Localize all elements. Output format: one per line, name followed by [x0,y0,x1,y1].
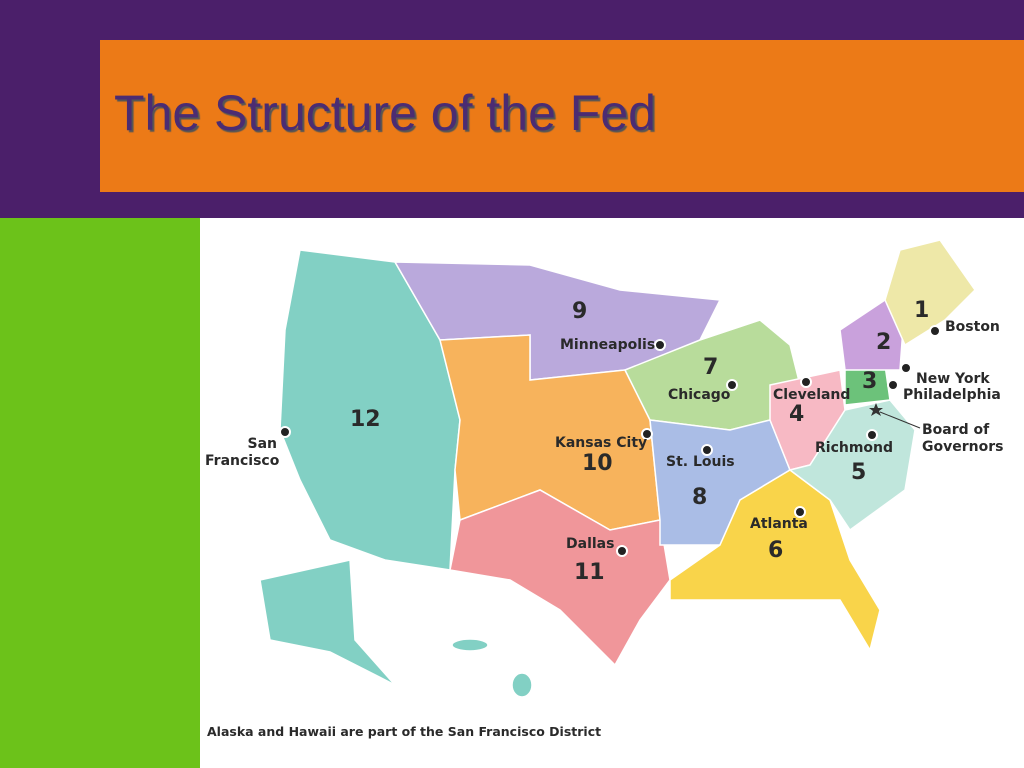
region-6 [669,469,881,652]
city-label: St. Louis [666,454,735,470]
bank-dot [616,545,628,557]
region-5 [788,399,916,532]
board-pointer [879,411,921,429]
district-number: 5 [851,460,867,485]
title-band [100,40,1024,192]
district-number: 2 [876,330,892,355]
region-11 [449,489,671,667]
regions [259,239,976,698]
bank-dot [794,506,806,518]
district-number: 8 [692,485,708,510]
bank-dot [279,426,291,438]
hawaii [511,672,533,698]
district-number: 9 [572,299,588,324]
bank-dot [887,379,899,391]
bank-dot [900,362,912,374]
bank-dot [929,325,941,337]
district-number: 10 [582,451,613,476]
district-number: 4 [789,402,805,427]
slide-title: The Structure of the Fed [114,85,656,141]
city-label: Cleveland [773,387,851,403]
board-label: Board of Governors [922,422,1004,455]
side-bar [0,218,200,768]
city-label: Dallas [566,536,615,552]
city-label: Atlanta [750,516,808,532]
city-label: San Francisco [205,436,280,469]
district-number: 7 [703,355,719,380]
district-number: 11 [574,560,605,585]
board-star [869,403,883,416]
region-1 [884,239,976,347]
city-label: New York [916,371,990,387]
city-label: Chicago [668,387,731,403]
city-label: Philadelphia [903,387,1001,403]
district-number: 12 [350,407,381,432]
city-label: Minneapolis [560,337,656,353]
city-label: Kansas City [555,435,648,451]
district-number: 6 [768,538,784,563]
bank-dot [800,376,812,388]
bank-dot [726,379,738,391]
hawaii [451,638,489,652]
dots [279,325,941,557]
district-number: 3 [862,369,878,394]
bank-dot [866,429,878,441]
city-label: Boston [945,319,1000,335]
city-label: Richmond [815,440,894,456]
bank-dot [654,339,666,351]
bank-dot [701,444,713,456]
district-number: 1 [914,298,930,323]
alaska [259,559,396,686]
caption: Alaska and Hawaii are part of the San Fr… [207,724,602,739]
bank-dot [641,428,653,440]
